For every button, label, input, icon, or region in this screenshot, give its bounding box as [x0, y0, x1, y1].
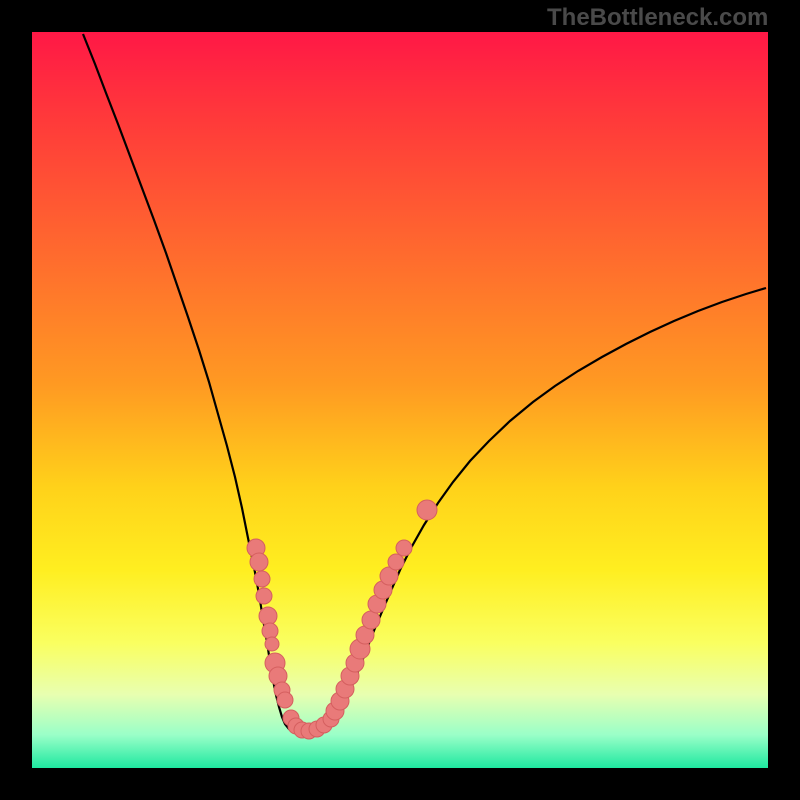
plot-gradient-background [32, 32, 768, 768]
data-marker [254, 571, 270, 587]
data-marker [362, 611, 380, 629]
data-marker [259, 607, 277, 625]
data-marker [262, 623, 278, 639]
data-marker [277, 692, 293, 708]
chart-stage: TheBottleneck.com [0, 0, 800, 800]
data-marker [388, 554, 404, 570]
watermark-text: TheBottleneck.com [547, 4, 768, 32]
bottleneck-chart [0, 0, 800, 800]
data-marker [265, 637, 279, 651]
data-marker [396, 540, 412, 556]
data-marker [256, 588, 272, 604]
data-marker [417, 500, 437, 520]
data-marker [250, 553, 268, 571]
